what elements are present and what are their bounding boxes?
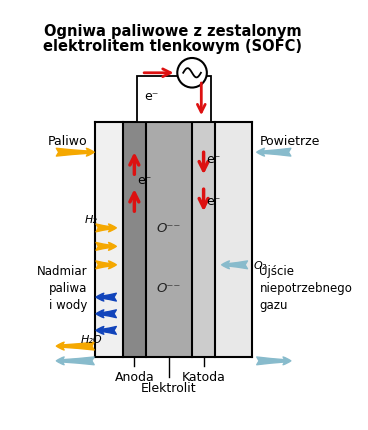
Circle shape — [177, 59, 207, 88]
Text: Anoda: Anoda — [114, 370, 154, 383]
Text: H₂: H₂ — [85, 214, 98, 224]
Text: e⁻: e⁻ — [144, 90, 158, 103]
Text: Powietrze: Powietrze — [259, 134, 320, 147]
Text: e⁻: e⁻ — [206, 153, 221, 166]
Text: Katoda: Katoda — [182, 370, 226, 383]
Bar — [146, 123, 192, 357]
Text: elektrolitem tlenkowym (SOFC): elektrolitem tlenkowym (SOFC) — [43, 39, 302, 54]
Text: Nadmiar
paliwa
i wody: Nadmiar paliwa i wody — [37, 265, 88, 312]
Text: e⁻: e⁻ — [137, 174, 152, 187]
Text: e⁻: e⁻ — [206, 194, 221, 207]
Text: O₂: O₂ — [254, 260, 267, 270]
Bar — [123, 123, 146, 357]
Text: Ogniwa paliwowe z zestalonym: Ogniwa paliwowe z zestalonym — [44, 24, 301, 39]
Bar — [95, 123, 123, 357]
Text: O⁻⁻: O⁻⁻ — [157, 222, 181, 235]
Text: Ujście
niepotrzebnego
gazu: Ujście niepotrzebnego gazu — [259, 265, 352, 312]
Text: H₂O: H₂O — [81, 334, 102, 344]
Bar — [192, 123, 215, 357]
Bar — [137, 77, 210, 123]
Text: O⁻⁻: O⁻⁻ — [157, 282, 181, 295]
Text: Elektrolit: Elektrolit — [141, 381, 197, 394]
Text: Paliwo: Paliwo — [48, 134, 88, 147]
Bar — [215, 123, 252, 357]
